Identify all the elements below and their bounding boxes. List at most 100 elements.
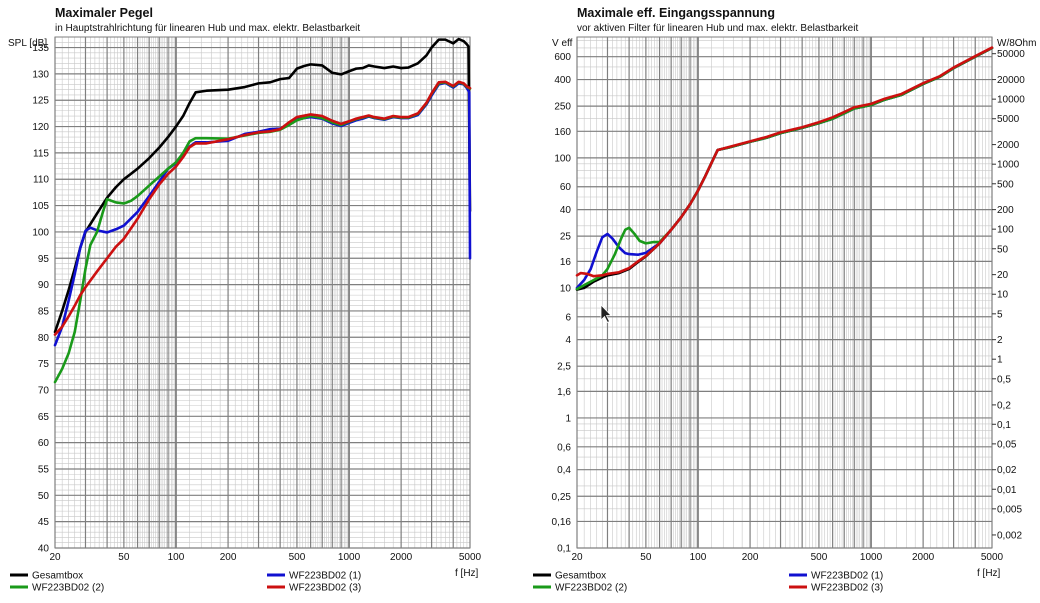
y-tick-labels: 600 400 250 160 100 60 40 25 16 10 6 4 2,5 1,6 1 0,6 0,4… bbox=[552, 52, 572, 554]
plot-frame bbox=[576, 36, 993, 549]
x-tick-label: 200 bbox=[220, 552, 237, 563]
y-tick-label: 25 bbox=[560, 232, 572, 243]
y-tick-label: 2,5 bbox=[557, 362, 571, 373]
y-tick-label: 135 bbox=[32, 43, 49, 54]
y-tick-label: 85 bbox=[38, 306, 50, 317]
legend-entry-gesamtbox: Gesamtbox bbox=[10, 571, 83, 582]
legend-label: WF223BD02 (3) bbox=[811, 583, 883, 594]
y-tick-label: 40 bbox=[38, 544, 50, 555]
legend-entry-wf223bd02-3: WF223BD02 (3) bbox=[789, 583, 883, 594]
y-tick-label: 10 bbox=[560, 283, 572, 294]
y2-tick-label: 50000 bbox=[997, 49, 1025, 60]
legend-entry-wf223bd02-3: WF223BD02 (3) bbox=[267, 583, 361, 594]
chart-title: Maximale eff. Eingangsspannung bbox=[577, 6, 775, 20]
y-tick-label: 4 bbox=[565, 335, 571, 346]
y-tick-label: 115 bbox=[33, 148, 49, 159]
y-tick-label: 16 bbox=[560, 257, 572, 268]
y-tick-label: 6 bbox=[565, 312, 571, 323]
x-tick-label: 20 bbox=[571, 552, 583, 563]
y2-tick-label: 20000 bbox=[997, 75, 1025, 86]
legend-label: Gesamtbox bbox=[32, 571, 83, 582]
legend: Gesamtbox WF223BD02 (1) WF223BD02 (2) WF223… bbox=[10, 571, 361, 594]
legend-label: WF223BD02 (3) bbox=[289, 583, 361, 594]
y-axis-label: V eff bbox=[552, 38, 573, 49]
x-tick-label: 500 bbox=[811, 552, 828, 563]
series-line-wf223bd02-3 bbox=[53, 80, 472, 336]
x-tick-label: 1000 bbox=[338, 552, 361, 563]
y-tick-label: 90 bbox=[38, 280, 50, 291]
y-tick-label: 400 bbox=[554, 75, 571, 86]
x-tick-label: 5000 bbox=[981, 552, 1004, 563]
y-tick-label: 60 bbox=[38, 438, 50, 449]
x-tick-label: 1000 bbox=[860, 552, 883, 563]
x-tick-label: 2000 bbox=[390, 552, 413, 563]
y-tick-label: 0,25 bbox=[552, 492, 572, 503]
y-tick-label: 65 bbox=[38, 412, 50, 423]
y-tick-label: 0,16 bbox=[552, 517, 572, 528]
y2-tick-labels: 5000020000100005000200010005002001005020… bbox=[992, 49, 1025, 541]
chart-max-eingangsspannung: Maximale eff. Eingangsspannung vor aktiv… bbox=[533, 6, 1036, 594]
y-tick-label: 0,1 bbox=[557, 544, 571, 555]
y2-tick-label: 0,02 bbox=[997, 465, 1017, 476]
y2-axis-label: W/8Ohm bbox=[997, 38, 1036, 49]
y-tick-label: 95 bbox=[38, 254, 50, 265]
y2-tick-label: 200 bbox=[997, 205, 1014, 216]
legend: Gesamtbox WF223BD02 (1) WF223BD02 (2) WF223… bbox=[533, 571, 883, 594]
chart-title: Maximaler Pegel bbox=[55, 6, 153, 20]
plot-frame bbox=[54, 36, 471, 549]
y-tick-label: 120 bbox=[32, 122, 49, 133]
legend-label: WF223BD02 (2) bbox=[555, 583, 627, 594]
y-tick-label: 105 bbox=[32, 201, 49, 212]
x-tick-label: 20 bbox=[49, 552, 61, 563]
grid bbox=[576, 36, 993, 549]
legend-entry-wf223bd02-2: WF223BD02 (2) bbox=[10, 583, 104, 594]
y2-tick-label: 5 bbox=[997, 309, 1003, 320]
y2-tick-label: 10 bbox=[997, 290, 1009, 301]
x-tick-label: 100 bbox=[690, 552, 707, 563]
y2-tick-label: 1000 bbox=[997, 160, 1020, 171]
x-axis-label: f [Hz] bbox=[455, 568, 479, 579]
series-lines bbox=[575, 46, 994, 291]
y2-tick-label: 0,2 bbox=[997, 400, 1011, 411]
series-line-wf223bd02-3 bbox=[575, 46, 994, 278]
y2-tick-label: 2 bbox=[997, 335, 1003, 346]
y-tick-label: 125 bbox=[32, 96, 49, 107]
y2-tick-label: 10000 bbox=[997, 95, 1025, 106]
y-tick-label: 60 bbox=[560, 182, 572, 193]
y-tick-label: 110 bbox=[33, 175, 49, 186]
x-tick-label: 200 bbox=[742, 552, 759, 563]
mouse-pointer-icon bbox=[600, 304, 612, 324]
y-tick-label: 55 bbox=[38, 464, 50, 475]
y2-tick-label: 100 bbox=[997, 225, 1014, 236]
y2-tick-label: 2000 bbox=[997, 140, 1020, 151]
y2-tick-label: 0,01 bbox=[997, 485, 1017, 496]
y-tick-label: 160 bbox=[554, 127, 571, 138]
y2-tick-label: 1 bbox=[997, 355, 1003, 366]
y2-tick-label: 500 bbox=[997, 179, 1014, 190]
chart-subtitle: in Hauptstrahlrichtung für linearen Hub … bbox=[55, 23, 360, 34]
legend-entry-wf223bd02-2: WF223BD02 (2) bbox=[533, 583, 627, 594]
x-tick-labels: 20 50 100 200 500 1000 2000 5000 bbox=[49, 552, 481, 563]
y-tick-label: 0,6 bbox=[557, 442, 571, 453]
legend-label: WF223BD02 (1) bbox=[289, 571, 361, 582]
y-tick-label: 40 bbox=[560, 205, 572, 216]
x-tick-label: 50 bbox=[118, 552, 130, 563]
y2-tick-label: 0,5 bbox=[997, 374, 1011, 385]
chart-maximaler-pegel: Maximaler Pegel in Hauptstrahlrichtung f… bbox=[8, 6, 482, 594]
x-axis-label: f [Hz] bbox=[977, 568, 1001, 579]
y-tick-label: 100 bbox=[32, 227, 49, 238]
y-tick-labels: 135 130 125 120 115 110 105 100 95 90 85 80 75 70 65 60… bbox=[32, 43, 49, 554]
y-tick-label: 1,6 bbox=[557, 387, 571, 398]
x-tick-label: 100 bbox=[168, 552, 185, 563]
x-tick-labels: 20 50 100 200 500 1000 2000 5000 bbox=[571, 552, 1003, 563]
x-tick-label: 500 bbox=[289, 552, 306, 563]
y-tick-label: 1 bbox=[565, 413, 571, 424]
legend-label: WF223BD02 (1) bbox=[811, 571, 883, 582]
x-tick-label: 5000 bbox=[459, 552, 482, 563]
x-tick-label: 50 bbox=[640, 552, 652, 563]
grid bbox=[54, 36, 471, 549]
y2-tick-label: 0,005 bbox=[997, 504, 1022, 515]
y-tick-label: 0,4 bbox=[557, 465, 571, 476]
